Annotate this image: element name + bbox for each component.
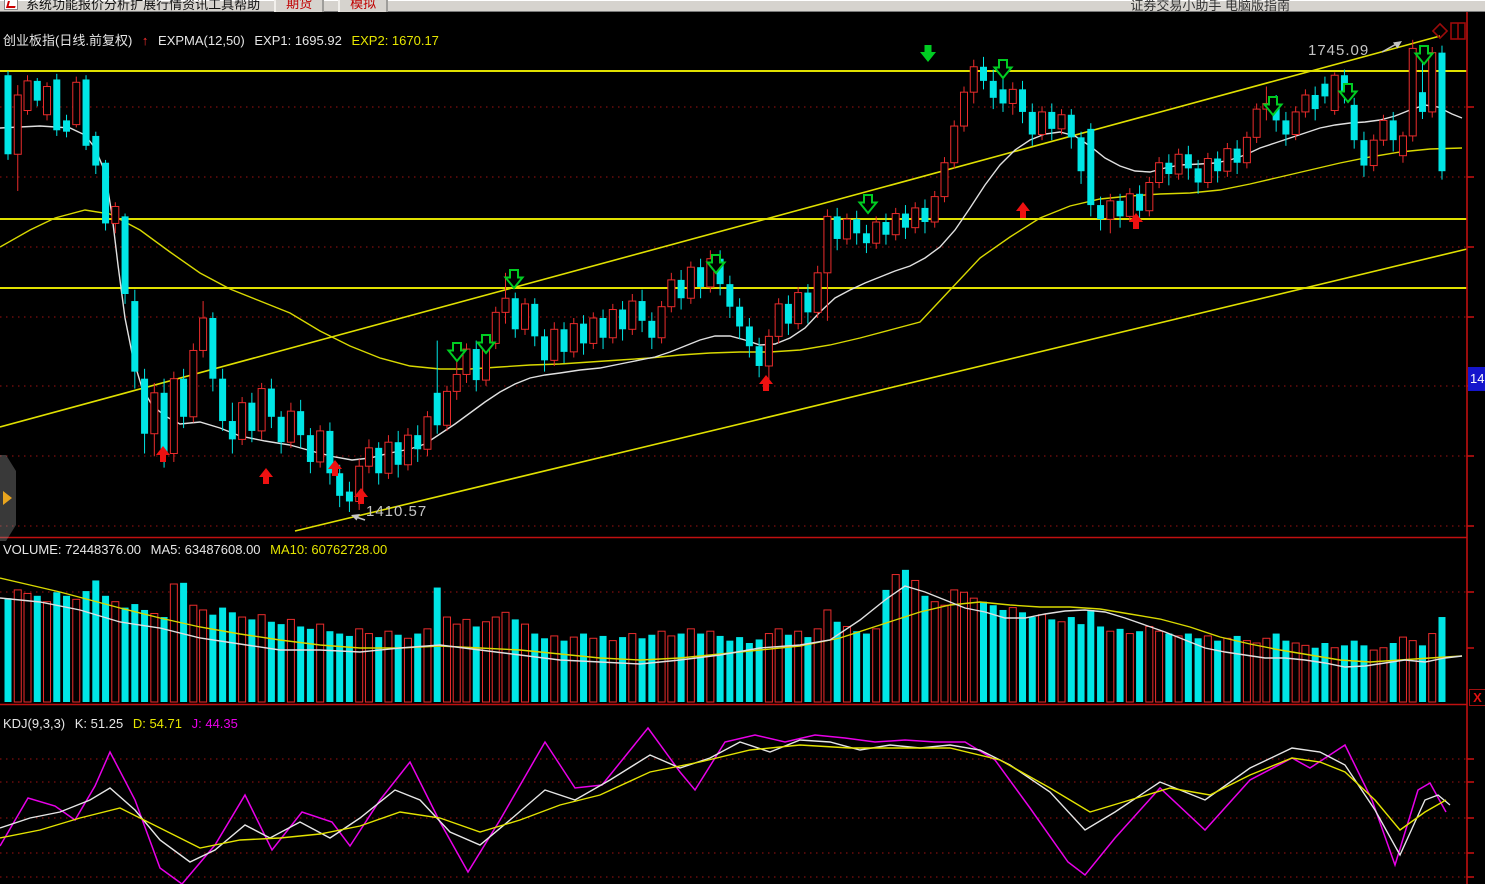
high-price-label: 1745.09 [1308,42,1370,59]
sell-signal-hollow-arrow-icon [857,194,879,215]
left-flyout-handle[interactable] [0,455,16,541]
buy-signal-arrow-icon [156,446,170,462]
volume-ma10-value: MA10: 60762728.00 [270,542,388,557]
expand-right-icon [3,491,12,505]
sell-signal-hollow-arrow-icon [1262,96,1284,117]
menu-item-系统[interactable]: 系统 [26,0,53,12]
sell-signal-hollow-arrow-icon [1413,45,1435,66]
volume-header: VOLUME: 72448376.00 MA5: 63487608.00 MA1… [3,542,393,557]
sell-signal-arrow-icon [920,45,936,62]
right-axis-price-tag: 14 [1468,367,1485,391]
sell-signal-hollow-arrow-icon [705,254,727,275]
buy-signal-arrow-icon [328,460,342,476]
menu-button-模拟[interactable]: 模拟 [338,0,389,12]
menu-item-工具[interactable]: 工具 [208,0,235,12]
main-chart-header: 创业板指(日线.前复权) ↑ EXPMA(12,50) EXP1: 1695.9… [3,30,445,49]
diamond-icon [1431,22,1449,40]
menu-item-扩展行情[interactable]: 扩展行情 [130,0,183,12]
indicator-name[interactable]: EXPMA(12,50) [158,33,245,48]
menu-items: 系统功能报价分析扩展行情资讯工具帮助 [26,0,260,12]
kdj-name[interactable]: KDJ(9,3,3) [3,716,66,731]
app-icon[interactable] [4,0,18,10]
sell-signal-hollow-arrow-icon [503,269,525,290]
menu-item-功能[interactable]: 功能 [52,0,79,12]
volume-ma5-value: MA5: 63487608.00 [150,542,261,557]
kdj-j-value: J: 44.35 [191,716,238,731]
up-arrow-icon: ↑ [141,33,149,48]
buy-signal-arrow-icon [759,375,773,391]
menu-button-期货[interactable]: 期货 [274,0,325,12]
kdj-header: KDJ(9,3,3) K: 51.25 D: 54.71 J: 44.35 [3,716,244,731]
menu-item-分析[interactable]: 分析 [104,0,131,12]
kdj-d-value: D: 54.71 [132,716,182,731]
menu-bar: 系统功能报价分析扩展行情资讯工具帮助 期货 模拟 证券交易小助手 电脑版指南 [0,0,1485,12]
exp2-value: EXP2: 1670.17 [351,33,439,48]
buy-signal-arrow-icon [1016,202,1030,218]
buy-signal-arrow-icon [354,488,368,504]
sell-signal-hollow-arrow-icon [446,342,468,363]
menu-item-资讯[interactable]: 资讯 [182,0,209,12]
menu-buttons: 期货 模拟 [260,0,389,12]
buy-signal-arrow-icon [259,468,273,484]
sell-signal-hollow-arrow-icon [475,334,497,355]
panel-close-button[interactable]: X [1469,689,1485,706]
exp1-value: EXP1: 1695.92 [254,33,342,48]
low-price-label: 1410.57 [366,503,428,520]
buy-signal-arrow-icon [1129,213,1143,229]
menu-right-text: 证券交易小助手 电脑版指南 [1130,0,1290,12]
menu-item-帮助[interactable]: 帮助 [234,0,261,12]
chart-title: 创业板指(日线.前复权) [3,33,133,48]
sell-signal-hollow-arrow-icon [1337,83,1359,104]
menu-item-报价[interactable]: 报价 [78,0,105,12]
kdj-k-value: K: 51.25 [74,716,124,731]
sell-signal-hollow-arrow-icon [992,59,1014,80]
volume-value: VOLUME: 72448376.00 [3,542,142,557]
